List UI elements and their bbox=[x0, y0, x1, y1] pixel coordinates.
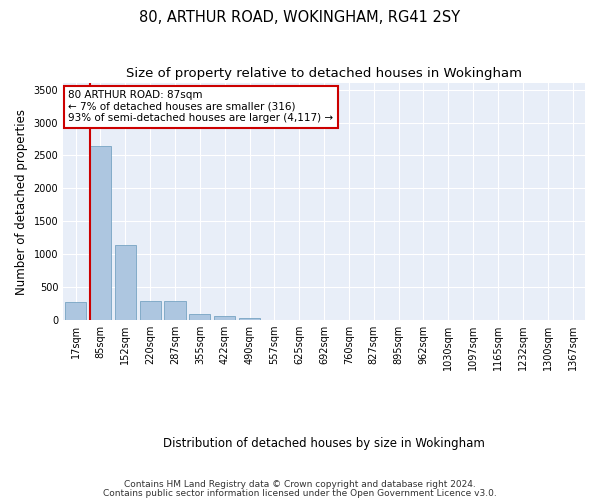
Bar bbox=[164, 301, 185, 320]
Title: Size of property relative to detached houses in Wokingham: Size of property relative to detached ho… bbox=[126, 68, 522, 80]
Bar bbox=[140, 301, 161, 320]
X-axis label: Distribution of detached houses by size in Wokingham: Distribution of detached houses by size … bbox=[163, 437, 485, 450]
Text: Contains public sector information licensed under the Open Government Licence v3: Contains public sector information licen… bbox=[103, 488, 497, 498]
Bar bbox=[189, 314, 211, 320]
Text: 80 ARTHUR ROAD: 87sqm
← 7% of detached houses are smaller (316)
93% of semi-deta: 80 ARTHUR ROAD: 87sqm ← 7% of detached h… bbox=[68, 90, 334, 124]
Y-axis label: Number of detached properties: Number of detached properties bbox=[15, 108, 28, 294]
Bar bbox=[90, 146, 111, 320]
Bar bbox=[115, 245, 136, 320]
Bar bbox=[65, 302, 86, 320]
Text: Contains HM Land Registry data © Crown copyright and database right 2024.: Contains HM Land Registry data © Crown c… bbox=[124, 480, 476, 489]
Bar bbox=[239, 318, 260, 320]
Bar bbox=[214, 316, 235, 320]
Text: 80, ARTHUR ROAD, WOKINGHAM, RG41 2SY: 80, ARTHUR ROAD, WOKINGHAM, RG41 2SY bbox=[139, 10, 461, 25]
